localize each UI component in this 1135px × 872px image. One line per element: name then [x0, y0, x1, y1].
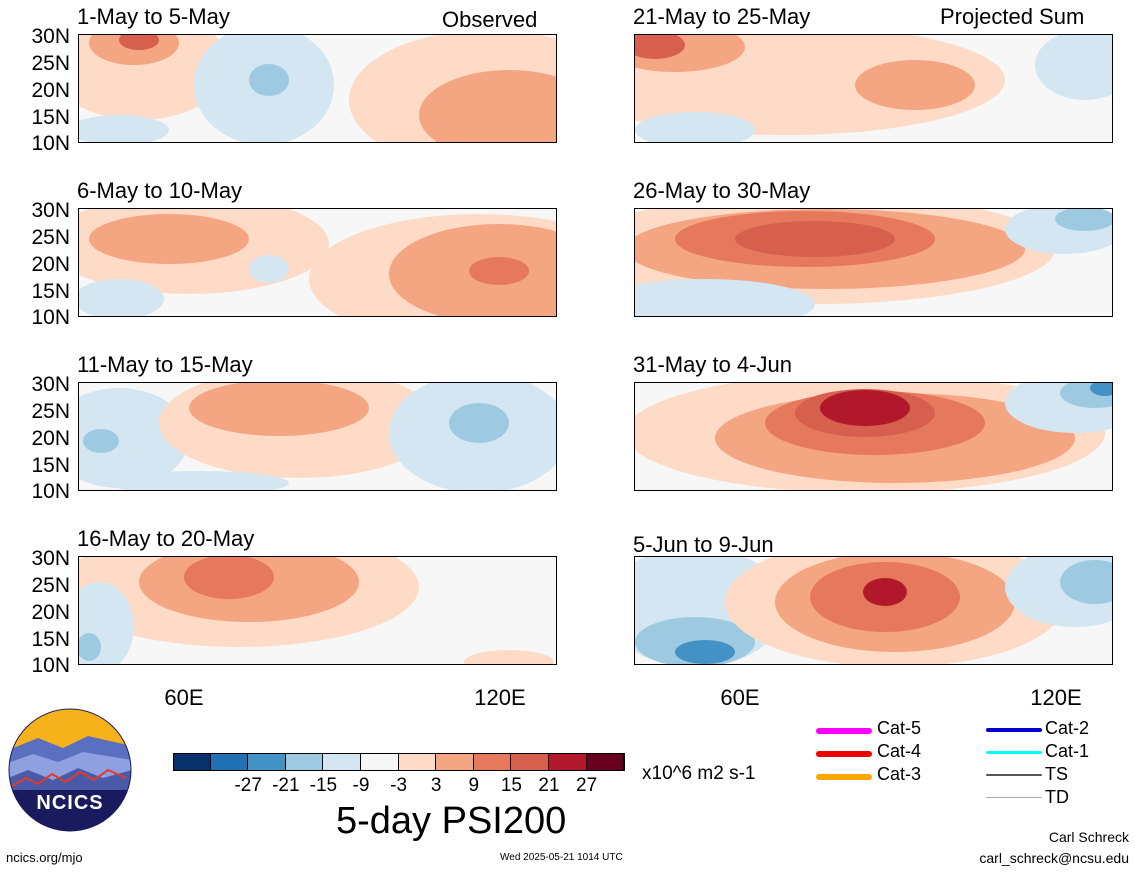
colorbar-swatch: [285, 753, 324, 771]
lon-label: 120E: [474, 685, 526, 710]
legend-line-cat1: [986, 751, 1042, 754]
logo-emblem-icon: [8, 708, 132, 832]
lat-label: 10N: [31, 306, 70, 329]
colorbar-swatch: [586, 753, 625, 771]
legend-label-cat3: Cat-3: [877, 764, 922, 784]
colorbar-swatch: [398, 753, 437, 771]
legend-label-ts: TS: [1045, 764, 1069, 784]
author-name: Carl Schreck: [1048, 829, 1129, 845]
colorbar-frame: [173, 753, 625, 771]
panel-title: 1-May to 5-May: [77, 4, 230, 29]
map-panel-1: [78, 34, 557, 143]
legend-line-ts: [986, 774, 1042, 776]
legend-line-cat4: [816, 751, 872, 757]
panel-title: 5-Jun to 9-Jun: [633, 532, 774, 557]
lat-label: 20N: [31, 79, 70, 102]
lat-label: 20N: [31, 253, 70, 276]
colorbar-swatch: [549, 753, 587, 771]
map-field-2: [79, 209, 556, 316]
legend-line-td: [986, 797, 1042, 798]
panel-title: 31-May to 4-Jun: [633, 352, 792, 377]
map-field-7: [635, 383, 1112, 490]
colorbar-swatch: [511, 753, 549, 771]
legend-line-cat3: [816, 774, 872, 780]
panel-title: 16-May to 20-May: [77, 526, 255, 551]
map-field-3: [79, 383, 556, 490]
panel-tag: Projected Sum: [940, 4, 1085, 29]
map-panel-2: [78, 208, 557, 317]
colorbar-tick-label: 9: [468, 775, 480, 796]
timestamp: Wed 2025-05-21 1014 UTC: [500, 852, 623, 863]
legend-label-cat2: Cat-2: [1045, 718, 1090, 738]
map-panel-4: [78, 556, 557, 665]
lat-label: 20N: [31, 427, 70, 450]
lat-label: 30N: [31, 547, 70, 570]
lat-label: 10N: [31, 480, 70, 503]
lon-label: 60E: [720, 685, 760, 710]
colorbar-tick-label: -27: [234, 775, 262, 796]
legend-label-cat1: Cat-1: [1045, 741, 1090, 761]
lat-label: 25N: [31, 52, 70, 75]
lat-label: 20N: [31, 601, 70, 624]
panel-title: 26-May to 30-May: [633, 178, 811, 203]
colorbar-tick-label: -15: [309, 775, 338, 796]
ncics-logo: NCICS: [8, 708, 132, 832]
panel-title: 21-May to 25-May: [633, 4, 811, 29]
legend-label-cat5: Cat-5: [877, 718, 922, 738]
map-field-4: [79, 557, 556, 664]
colorbar-swatch: [436, 753, 474, 771]
lat-label: 25N: [31, 226, 70, 249]
lat-label: 25N: [31, 400, 70, 423]
map-panel-6: [634, 208, 1113, 317]
lon-label: 60E: [164, 685, 204, 710]
colorbar-swatch: [210, 753, 249, 771]
panel-tag: Observed: [442, 7, 538, 32]
author-email[interactable]: carl_schreck@ncsu.edu: [979, 850, 1129, 866]
logo-text: NCICS: [36, 792, 104, 814]
lon-label: 120E: [1030, 685, 1082, 710]
colorbar-tick-label: 3: [430, 775, 442, 796]
lat-label: 30N: [31, 25, 70, 48]
colorbar-tick-label: -9: [352, 775, 370, 796]
map-field-5: [635, 35, 1112, 142]
colorbar-tick-label: -3: [390, 775, 408, 796]
map-field-8: [635, 557, 1112, 664]
colorbar-swatch: [248, 753, 286, 771]
panel-title: 11-May to 15-May: [77, 352, 253, 377]
lat-label: 10N: [31, 654, 70, 677]
colorbar-swatch: [473, 753, 512, 771]
lat-label: 15N: [31, 454, 70, 477]
colorbar-tick-label: 27: [576, 775, 598, 796]
lat-label: 15N: [31, 106, 70, 129]
colorbar-tick-label: -21: [272, 775, 300, 796]
legend-label-cat4: Cat-4: [877, 741, 922, 761]
colorbar-units: x10^6 m2 s-1: [642, 763, 756, 784]
map-field-6: [635, 209, 1112, 316]
figure-title: 5-day PSI200: [336, 800, 567, 842]
colorbar-swatch: [361, 753, 399, 771]
colorbar-swatch: [173, 753, 211, 771]
legend-line-cat5: [816, 728, 872, 734]
lat-label: 10N: [31, 132, 70, 155]
map-field-1: [79, 35, 556, 142]
map-panel-3: [78, 382, 557, 491]
site-link[interactable]: ncics.org/mjo: [6, 850, 83, 865]
lat-label: 15N: [31, 280, 70, 303]
map-panel-8: [634, 556, 1113, 665]
panel-title: 6-May to 10-May: [77, 178, 243, 203]
lat-label: 30N: [31, 373, 70, 396]
lat-label: 25N: [31, 574, 70, 597]
colorbar-tick-label: 15: [500, 775, 522, 796]
legend-line-cat2: [986, 728, 1042, 732]
colorbar-swatch: [323, 753, 361, 771]
map-panel-7: [634, 382, 1113, 491]
lat-label: 15N: [31, 628, 70, 651]
colorbar-tick-label: 21: [538, 775, 560, 796]
lat-label: 30N: [31, 199, 70, 222]
map-panel-5: [634, 34, 1113, 143]
legend-label-td: TD: [1045, 787, 1069, 807]
